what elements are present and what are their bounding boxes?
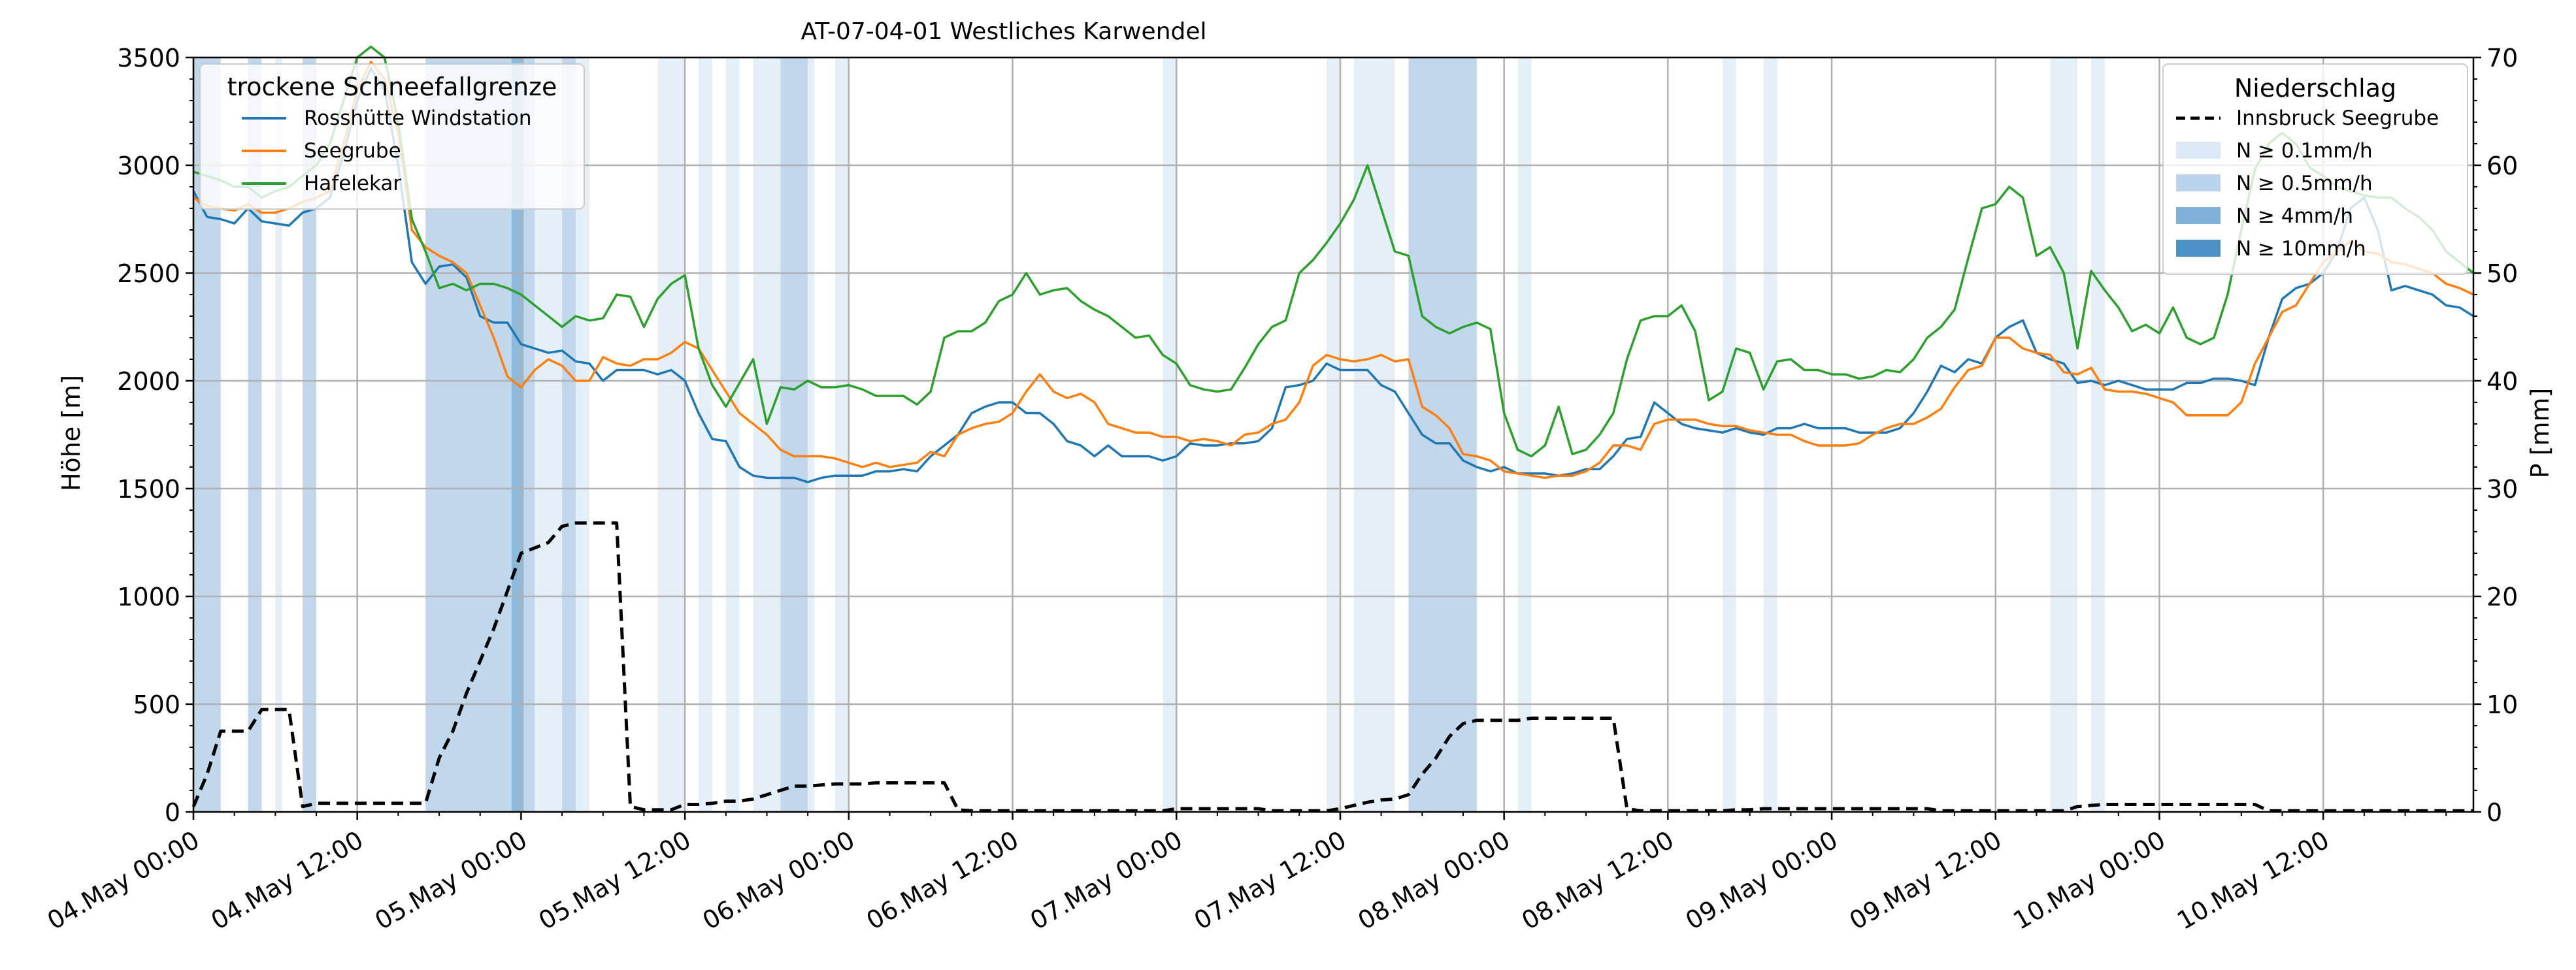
y-tick-label: 3500 [117,44,180,73]
plot-frame [192,56,2475,813]
legend-left-title: trockene Schneefallgrenze [227,73,557,101]
precip-band [2091,57,2105,812]
series-lines [191,45,2475,813]
legend-left: trockene Schneefallgrenze Rosshütte Winds… [199,63,585,210]
precip-band [834,57,849,812]
precip-band [725,57,740,812]
precip-band [699,57,712,812]
legend-right-title: Niederschlag [2234,74,2396,103]
legend-swatch-patch [2176,240,2221,257]
y2-axis-label: P [mm] [2526,388,2554,479]
precip-band [1327,57,1340,812]
y-tick-label: 2500 [117,259,180,288]
precip-band [248,57,262,812]
series-line [192,67,2474,483]
y2-tick-label: 20 [2486,583,2518,611]
y2-tick-label: 50 [2486,259,2518,288]
precip-band [1353,57,1395,812]
legend-swatch-patch [2176,174,2221,191]
legend-left-label: Seegrube [304,139,401,163]
y-tick-label: 2000 [117,367,180,396]
y-axis-label: Höhe [m] [57,375,86,491]
y2-tick-label: 60 [2486,152,2518,180]
legend-right-label: Innsbruck Seegrube [2236,106,2439,130]
legend-right-box [2162,63,2468,275]
legend-right-label: N ≥ 4mm/h [2236,204,2353,228]
y2-tick-label: 70 [2486,44,2518,73]
precip-band [808,57,815,812]
precip-band [1722,57,1736,812]
y-tick-label: 3000 [117,152,180,180]
precip-band [303,57,317,812]
y2-tick-label: 40 [2486,367,2518,396]
y-tick-label: 0 [165,798,180,827]
legend-swatch-patch [2176,142,2221,159]
precip-band [753,57,767,812]
legend-right-label: N ≥ 0.5mm/h [2236,172,2373,195]
series-line [193,45,2475,458]
precip-band [1408,57,1477,812]
legend-swatch-patch [2176,207,2221,224]
legend-right: Niederschlag Innsbruck Seegrube N ≥ 0.1mm/… [2162,63,2468,275]
y-tick-label: 1000 [117,583,180,611]
y2-tick-label: 0 [2486,798,2502,827]
precip-band [2050,57,2078,812]
legend-right-label: N ≥ 0.1mm/h [2236,139,2373,163]
series-line [193,60,2474,479]
precip-band [1517,57,1532,812]
precip-band [562,57,576,812]
precip-band [523,57,535,812]
y-tick-label: 500 [133,690,180,719]
legend-right-label: N ≥ 10mm/h [2236,237,2366,261]
precip-band [767,57,781,812]
precip-band [657,57,685,812]
precip-band [575,57,589,812]
legend-left-label: Hafelekar [304,172,401,195]
precip-band [780,57,808,812]
legend-left-box [199,63,585,210]
chart-title: AT-07-04-01 Westliches Karwendel [801,18,1206,45]
y2-tick-label: 30 [2486,475,2518,504]
precip-band [275,57,282,812]
legend-left-label: Rosshütte Windstation [304,106,532,130]
precip-band [1163,57,1177,812]
y-tick-label: 1500 [117,475,180,504]
series-line [191,521,2473,813]
y2-tick-label: 10 [2486,690,2518,719]
